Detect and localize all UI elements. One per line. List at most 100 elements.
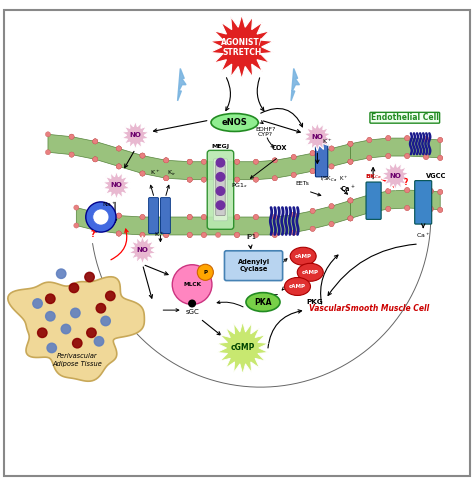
- Circle shape: [116, 213, 121, 218]
- Circle shape: [201, 214, 207, 220]
- Circle shape: [92, 209, 98, 215]
- Text: eNOS: eNOS: [222, 118, 247, 127]
- Circle shape: [348, 198, 353, 203]
- Circle shape: [140, 232, 145, 238]
- Circle shape: [216, 177, 221, 182]
- FancyBboxPatch shape: [366, 182, 381, 219]
- Circle shape: [404, 154, 410, 158]
- Text: NO: NO: [129, 132, 141, 138]
- FancyBboxPatch shape: [225, 251, 283, 280]
- Circle shape: [187, 159, 192, 164]
- FancyBboxPatch shape: [316, 144, 328, 177]
- Circle shape: [69, 152, 74, 157]
- Circle shape: [187, 214, 192, 220]
- Text: Endothelial Cell: Endothelial Cell: [371, 113, 439, 122]
- Polygon shape: [128, 236, 156, 264]
- Text: Adenylyl
Cyclase: Adenylyl Cyclase: [237, 259, 270, 272]
- Circle shape: [164, 175, 169, 181]
- Circle shape: [291, 230, 296, 235]
- Polygon shape: [217, 322, 268, 374]
- Circle shape: [140, 171, 145, 176]
- Text: ?: ?: [403, 178, 408, 187]
- Circle shape: [235, 159, 239, 164]
- Text: NO: NO: [110, 182, 122, 189]
- Circle shape: [438, 208, 443, 212]
- Circle shape: [69, 134, 74, 139]
- Circle shape: [310, 226, 315, 231]
- Circle shape: [367, 192, 372, 197]
- Circle shape: [187, 159, 192, 164]
- Circle shape: [216, 201, 225, 209]
- Circle shape: [33, 299, 42, 308]
- Circle shape: [164, 175, 169, 181]
- Circle shape: [428, 189, 433, 193]
- Text: BK$_{Ca}$: BK$_{Ca}$: [365, 173, 382, 181]
- Text: VGCC: VGCC: [426, 173, 447, 179]
- Text: P: P: [203, 270, 207, 275]
- FancyBboxPatch shape: [213, 159, 228, 221]
- Circle shape: [235, 177, 239, 182]
- Circle shape: [216, 214, 221, 220]
- Circle shape: [438, 208, 443, 212]
- Circle shape: [187, 214, 192, 220]
- Circle shape: [216, 232, 221, 238]
- Circle shape: [216, 187, 225, 195]
- Polygon shape: [210, 15, 273, 79]
- Circle shape: [235, 177, 239, 182]
- Text: EETs: EETs: [295, 181, 309, 187]
- Circle shape: [272, 157, 277, 163]
- Circle shape: [404, 136, 410, 140]
- Circle shape: [92, 157, 98, 162]
- Circle shape: [272, 232, 277, 238]
- Circle shape: [69, 283, 79, 293]
- FancyBboxPatch shape: [4, 11, 470, 475]
- Circle shape: [423, 155, 428, 159]
- Circle shape: [140, 214, 145, 220]
- FancyBboxPatch shape: [415, 181, 432, 224]
- Circle shape: [235, 214, 239, 220]
- Circle shape: [85, 272, 94, 282]
- Circle shape: [291, 173, 296, 177]
- Circle shape: [140, 171, 145, 176]
- Circle shape: [253, 214, 258, 220]
- PathPatch shape: [350, 190, 440, 218]
- Circle shape: [423, 137, 428, 141]
- Circle shape: [164, 232, 169, 238]
- Circle shape: [187, 232, 192, 238]
- Circle shape: [164, 232, 169, 238]
- Circle shape: [329, 204, 334, 208]
- Circle shape: [201, 232, 207, 238]
- Circle shape: [428, 189, 433, 193]
- Circle shape: [216, 159, 221, 164]
- Circle shape: [116, 146, 121, 151]
- Circle shape: [404, 188, 410, 192]
- Circle shape: [348, 216, 353, 221]
- Circle shape: [93, 209, 109, 225]
- Circle shape: [201, 177, 207, 182]
- Circle shape: [92, 139, 98, 144]
- Circle shape: [235, 232, 239, 238]
- Text: PKG: PKG: [307, 299, 323, 305]
- Circle shape: [96, 303, 106, 313]
- Circle shape: [310, 169, 315, 174]
- Polygon shape: [103, 171, 130, 200]
- Text: cAMP: cAMP: [302, 270, 319, 275]
- Circle shape: [201, 159, 207, 164]
- Polygon shape: [8, 277, 145, 381]
- Circle shape: [47, 343, 56, 353]
- Circle shape: [187, 232, 192, 238]
- Circle shape: [87, 328, 96, 337]
- Text: VascularSmooth Muscle Cell: VascularSmooth Muscle Cell: [309, 304, 429, 312]
- Circle shape: [348, 216, 353, 221]
- Polygon shape: [303, 122, 331, 151]
- Circle shape: [164, 157, 169, 163]
- Circle shape: [92, 227, 98, 233]
- PathPatch shape: [76, 200, 350, 235]
- Circle shape: [348, 198, 353, 203]
- Circle shape: [291, 212, 296, 217]
- Circle shape: [56, 269, 66, 278]
- Circle shape: [92, 209, 98, 215]
- Circle shape: [329, 164, 334, 169]
- Polygon shape: [382, 162, 409, 190]
- Circle shape: [386, 154, 391, 158]
